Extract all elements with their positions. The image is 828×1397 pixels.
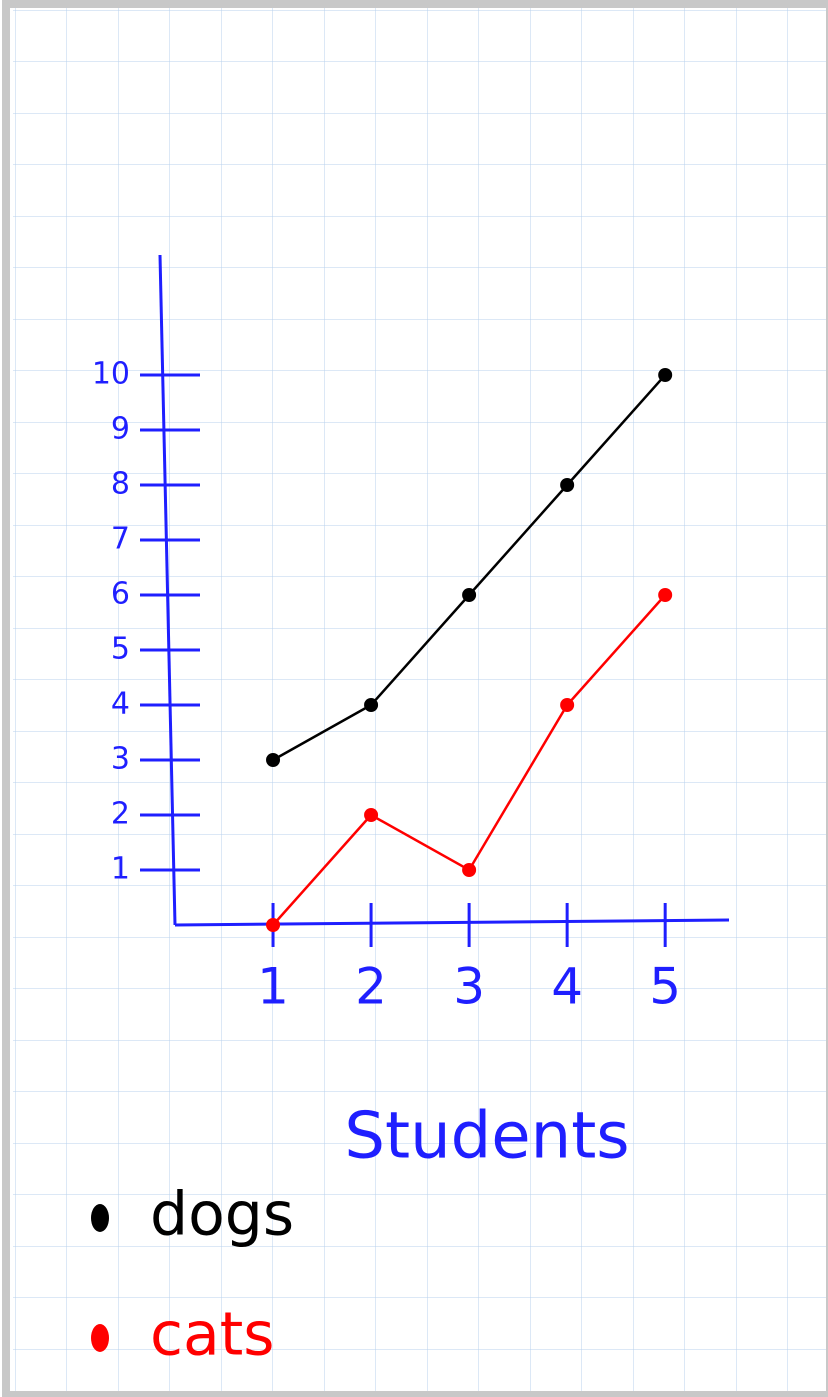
data-point [658,588,672,602]
legend-marker [91,1324,109,1352]
y-tick-label: 10 [92,357,130,392]
data-point [266,753,280,767]
y-tick-label: 2 [111,797,130,832]
data-point [364,808,378,822]
y-tick-label: 9 [111,412,130,447]
x-tick-label: 4 [551,958,583,1016]
data-point [462,863,476,877]
legend-label: cats [150,1300,275,1370]
data-point [266,918,280,932]
x-tick-label: 2 [355,958,387,1016]
y-tick-label: 6 [111,577,130,612]
y-tick-label: 4 [111,687,130,722]
y-tick-label: 8 [111,467,130,502]
legend-label: dogs [150,1180,294,1250]
legend-marker [91,1204,109,1232]
grid-paper [13,8,828,1397]
data-point [560,478,574,492]
data-point [658,368,672,382]
x-tick-label: 3 [453,958,485,1016]
y-tick-label: 7 [111,522,130,557]
chart: Students 1 2 3 4 5 6 7 8 9 10 1 2 3 4 5 dogs cats [0,0,828,1397]
x-tick-label: 1 [257,958,289,1016]
y-tick-label: 1 [111,852,130,887]
data-point [560,698,574,712]
data-point [462,588,476,602]
x-axis-label: Students [344,1100,629,1174]
y-tick-label: 3 [111,742,130,777]
y-tick-label: 5 [111,632,130,667]
x-tick-label: 5 [649,958,681,1016]
data-point [364,698,378,712]
